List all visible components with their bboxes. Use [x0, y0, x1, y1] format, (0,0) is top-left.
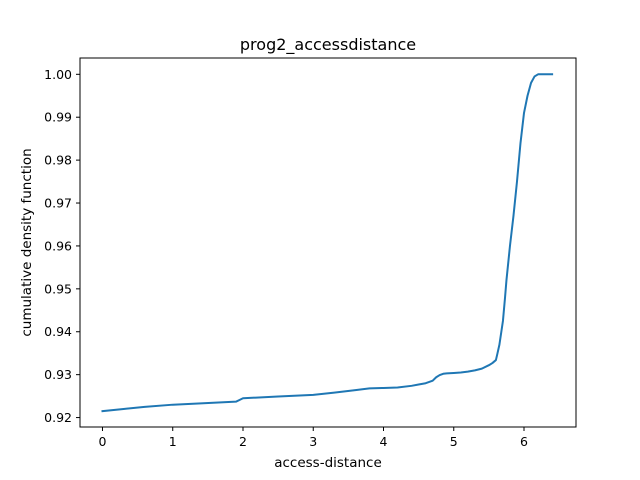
x-tick-label: 5 — [450, 434, 458, 449]
y-tick-label: 0.94 — [44, 324, 72, 339]
series-line-0 — [101, 73, 554, 413]
y-axis-title: cumulative density function — [19, 148, 35, 336]
y-tick-label: 0.92 — [44, 410, 72, 425]
chart-title: prog2_accessdistance — [240, 35, 416, 55]
x-tick-label: 1 — [169, 434, 177, 449]
x-tick-label: 3 — [309, 434, 317, 449]
x-tick-label: 4 — [380, 434, 388, 449]
x-tick-label: 2 — [239, 434, 247, 449]
plot-area — [79, 57, 577, 428]
y-tick-label: 0.99 — [44, 110, 72, 125]
x-tick-label: 0 — [99, 434, 107, 449]
y-tick-label: 0.96 — [44, 238, 72, 253]
x-axis-title: access-distance — [274, 455, 382, 471]
y-tick-label: 0.97 — [44, 196, 72, 211]
axis-ticks: 0 1 2 3 4 5 6 0.92 0.93 0.94 0.95 0.96 0.97 0.98 0.99 1… — [44, 67, 528, 449]
y-tick-label: 0.95 — [44, 281, 72, 296]
x-tick-label: 6 — [520, 434, 528, 449]
y-tick-label: 0.93 — [44, 367, 72, 382]
y-tick-label: 0.98 — [44, 153, 72, 168]
y-tick-label: 1.00 — [44, 67, 72, 82]
axes-frame — [79, 57, 577, 428]
